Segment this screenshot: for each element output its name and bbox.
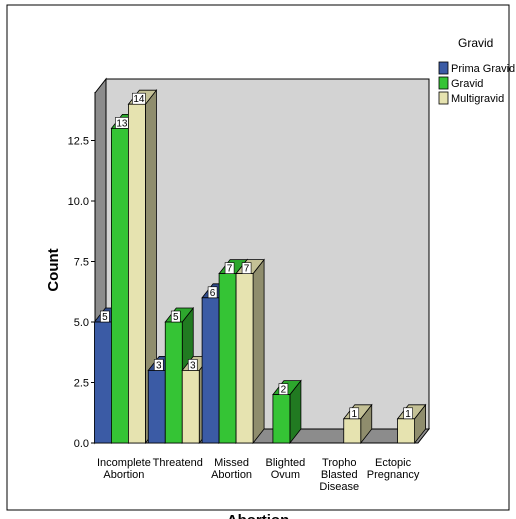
- x-category-label: Disease: [319, 481, 359, 493]
- data-label: 13: [116, 118, 128, 129]
- data-label-box: [153, 359, 164, 371]
- data-label-box: [224, 262, 235, 274]
- legend-entry: Prima Gravid: [451, 63, 515, 75]
- x-category-label: Abortion: [211, 469, 252, 481]
- legend-entry: Multigravid: [451, 93, 504, 105]
- legend-title: Gravid: [458, 36, 493, 50]
- x-category-label: Incomplete: [97, 457, 151, 469]
- data-label: 6: [210, 288, 216, 299]
- x-category-label: Threatend: [153, 457, 203, 469]
- data-label: 1: [405, 409, 411, 420]
- y-tick-label: 5.0: [74, 317, 89, 329]
- data-label: 3: [156, 360, 162, 371]
- bar: [343, 418, 362, 444]
- bar: [397, 418, 415, 444]
- y-tick-label: 0.0: [74, 438, 89, 450]
- data-label-box: [403, 407, 413, 420]
- y-tick-label: 7.5: [74, 257, 89, 269]
- x-category-label: Blasted: [321, 469, 358, 481]
- data-label: 7: [244, 264, 250, 275]
- legend-swatch: [438, 76, 449, 90]
- data-label: 5: [102, 312, 108, 323]
- bar: [201, 297, 220, 444]
- x-category-label: Tropho: [322, 457, 356, 469]
- data-label: 5: [173, 312, 179, 323]
- x-axis-title: Abortion: [227, 512, 289, 519]
- legend-entry: Gravid: [451, 78, 483, 90]
- y-tick-label: 12.5: [68, 136, 89, 148]
- x-category-label: Missed: [214, 457, 249, 469]
- bar: [128, 103, 146, 444]
- data-label-box: [100, 310, 110, 323]
- x-category-label: Blighted: [266, 457, 306, 469]
- data-label: 3: [190, 360, 196, 371]
- legend-swatch: [438, 91, 449, 105]
- data-label-box: [278, 383, 289, 395]
- data-label-box: [170, 310, 181, 323]
- bar: [147, 369, 166, 444]
- bar: [218, 273, 237, 444]
- x-category-label: Ovum: [271, 469, 300, 481]
- outer-border: [6, 4, 510, 511]
- bar: [235, 273, 254, 444]
- legend-swatch: [438, 61, 449, 75]
- data-label-box: [132, 92, 146, 105]
- bar: [272, 394, 291, 444]
- bar: [94, 321, 112, 444]
- x-category-label: Pregnancy: [367, 469, 420, 481]
- data-label-box: [241, 262, 252, 274]
- data-label: 1: [351, 409, 357, 420]
- y-axis-title: Count: [45, 248, 62, 291]
- bar: [164, 321, 183, 444]
- data-label: 2: [281, 385, 287, 396]
- data-label: 14: [133, 94, 145, 105]
- x-category-label: Ectopic: [375, 457, 412, 469]
- data-label-box: [207, 286, 218, 299]
- bar: [111, 127, 129, 444]
- data-label: 7: [227, 264, 233, 275]
- x-category-label: Abortion: [103, 469, 144, 481]
- bar: [181, 369, 200, 444]
- data-label-box: [349, 407, 360, 420]
- y-tick-label: 10.0: [68, 196, 89, 208]
- bar-side: [252, 258, 265, 445]
- data-label-box: [187, 359, 198, 371]
- y-tick-label: 2.5: [74, 378, 89, 390]
